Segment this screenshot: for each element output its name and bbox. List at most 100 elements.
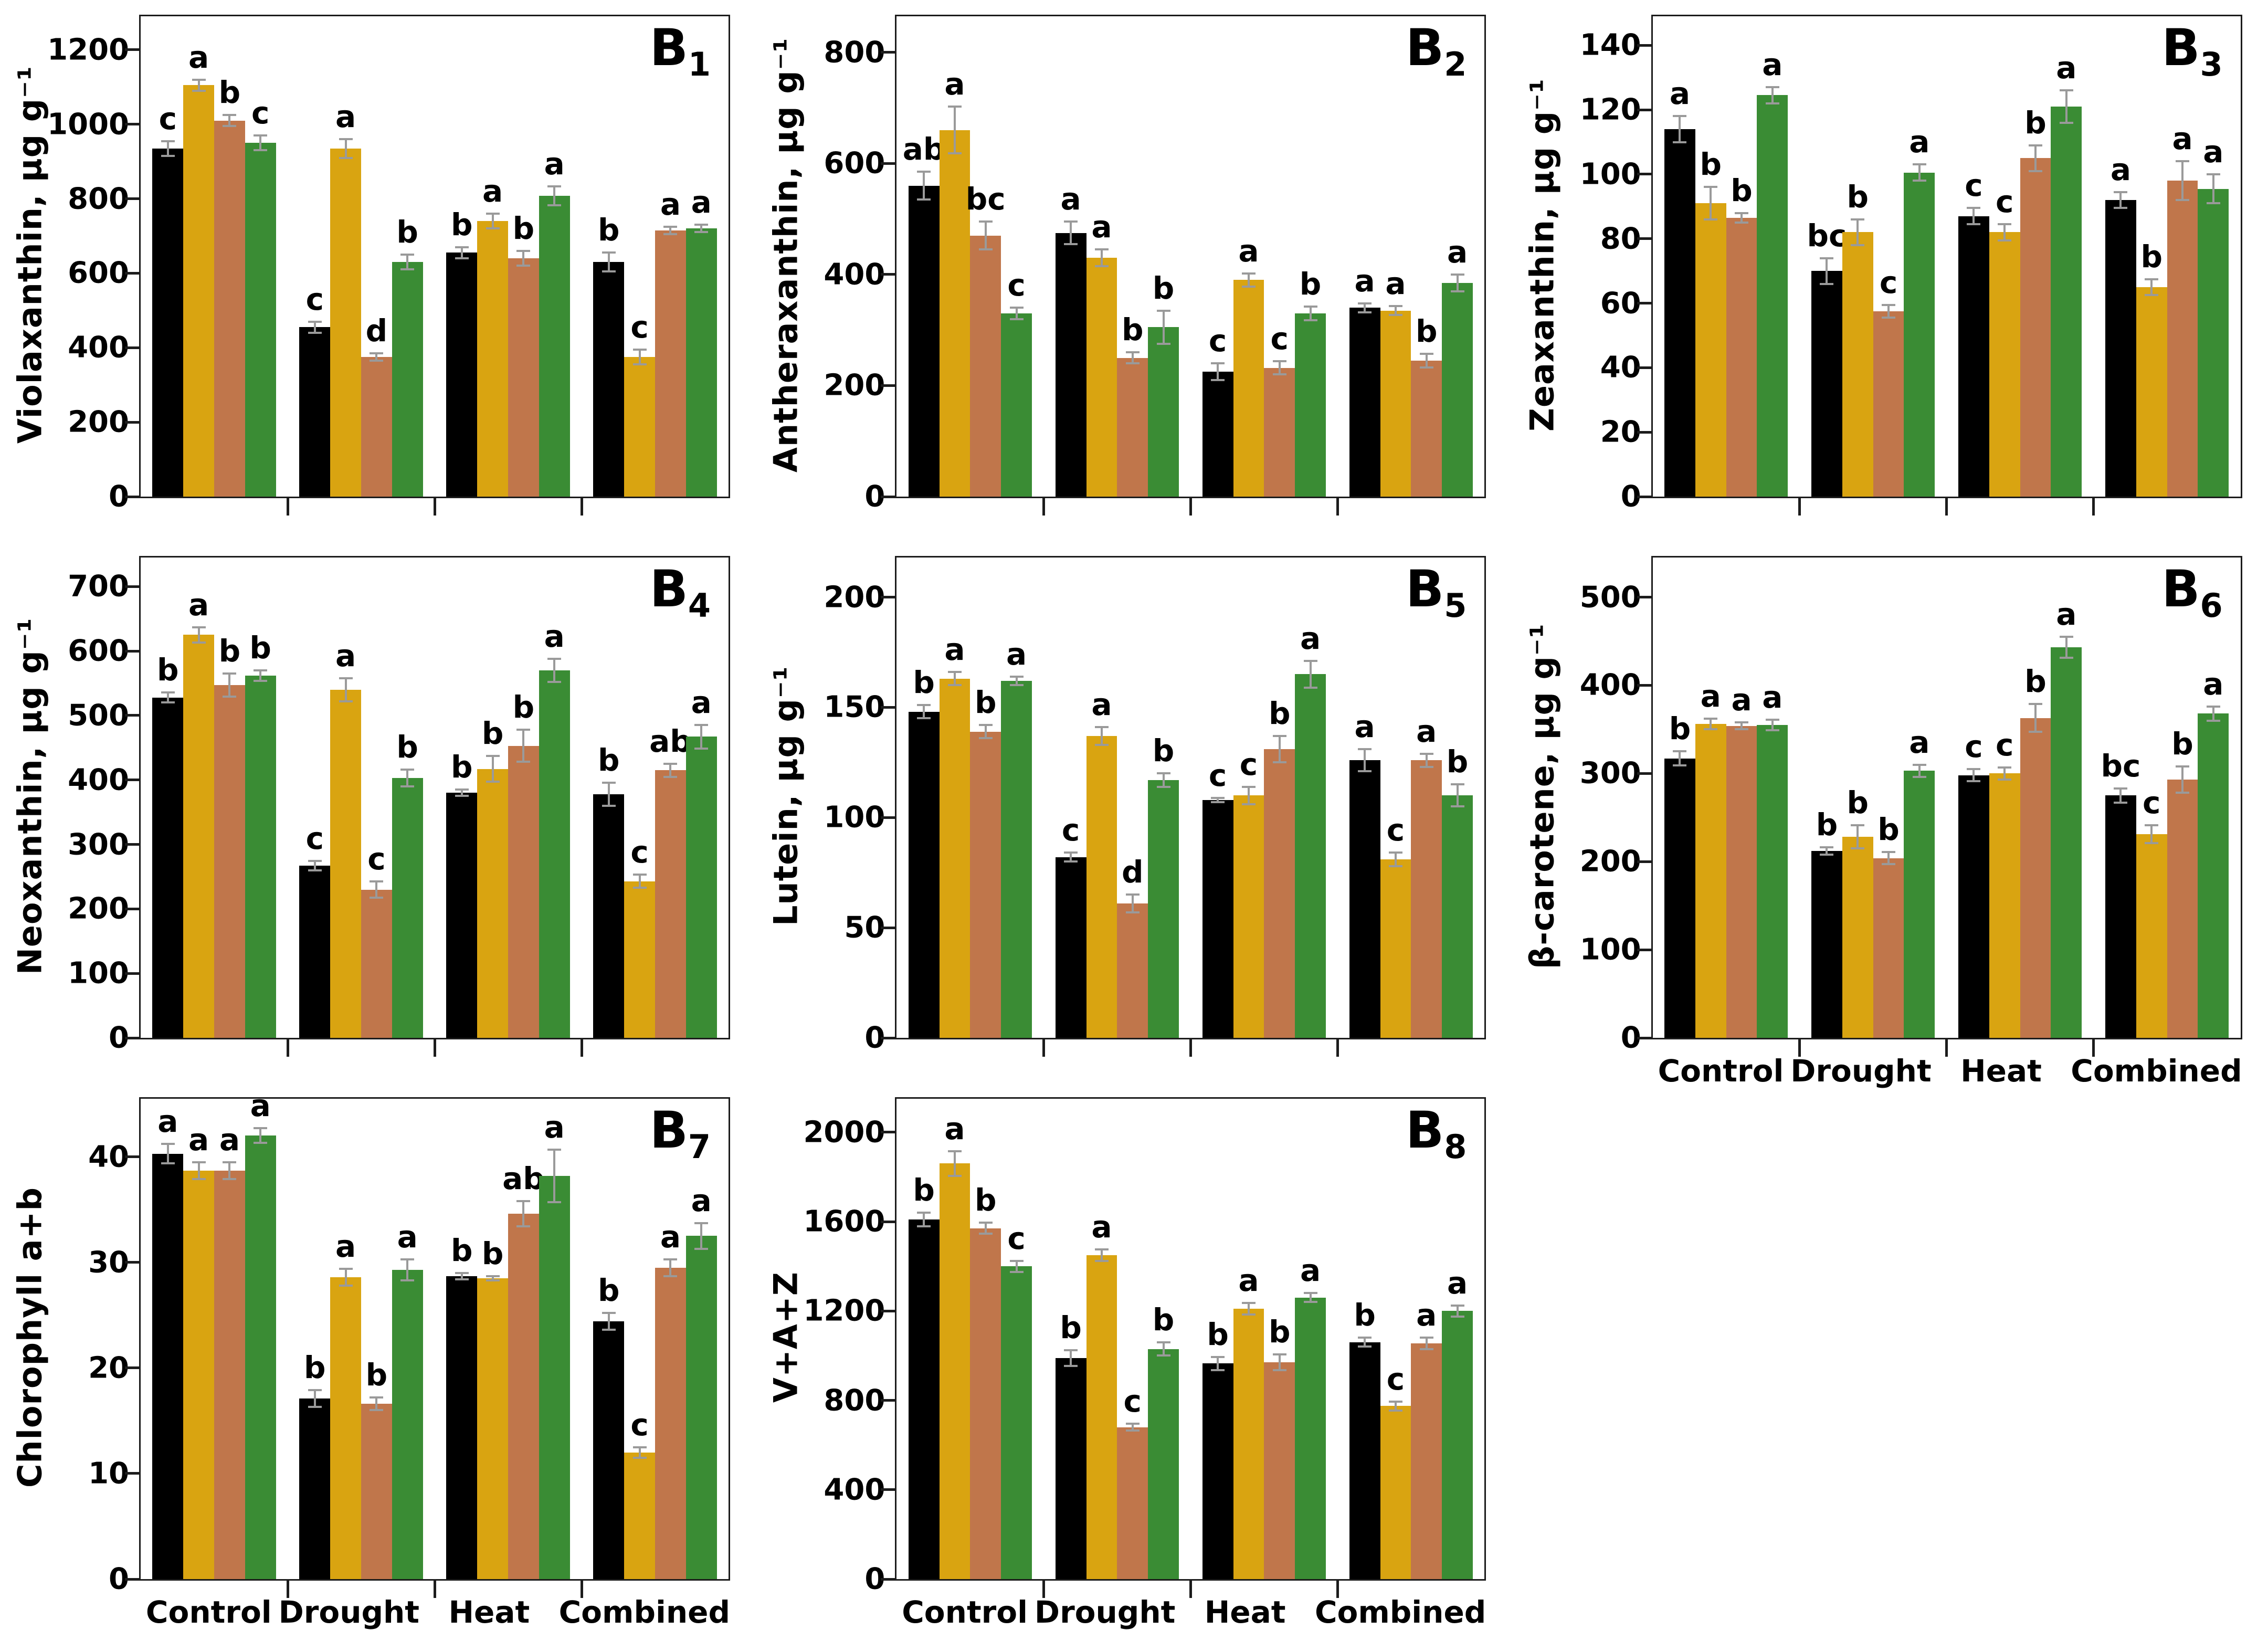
x-tick-mark [1042, 498, 1045, 516]
sig-letter: b [451, 206, 473, 243]
bar-black-combined [593, 262, 625, 497]
bar-green-combined [1442, 795, 1473, 1038]
plot-area: B8 0 400 800 1200 1600 2000 b a b c b a c b b a b a b c a a [803, 1097, 1486, 1598]
error-bar [313, 1390, 316, 1407]
error-bar [1771, 719, 1774, 731]
error-bar [1217, 363, 1219, 380]
bar-gold-combined [624, 881, 655, 1038]
y-tick-mark [125, 271, 141, 275]
x-axis-labels: Control Drought Heat Combined [139, 1594, 730, 1630]
error-bar-cap [947, 106, 962, 108]
sig-letter: ab [902, 131, 945, 167]
sig-letter: c [630, 309, 649, 345]
error-bar-cap [1094, 1248, 1109, 1251]
sig-letter: c [1996, 184, 2014, 220]
error-bar-cap [1967, 223, 1981, 226]
error-bar-cap [547, 1148, 562, 1151]
y-tick-mark [125, 714, 141, 717]
bar-gold-control [1695, 203, 1726, 497]
error-bar-cap [2114, 801, 2128, 804]
error-bar [1015, 308, 1018, 319]
error-bar [259, 1128, 262, 1143]
sig-letter: b [1415, 313, 1438, 350]
bar-gold-heat [477, 1278, 508, 1579]
bar-brown-drought [361, 357, 392, 497]
sig-letter: a [1909, 724, 1930, 760]
sig-letter: a [1447, 234, 1468, 270]
y-tick-label: 80 [1600, 222, 1641, 256]
y-axis-title: β-carotene, µg g⁻¹ [1523, 623, 1562, 969]
bar-green-drought [1904, 172, 1935, 497]
error-bar-cap [1419, 1348, 1433, 1350]
sig-letter: b [249, 629, 271, 666]
sig-letter: a [1669, 76, 1691, 112]
bar-brown-control [970, 731, 1001, 1038]
error-bar-cap [1303, 660, 1317, 662]
error-bar-cap [1094, 743, 1109, 746]
sig-letter: c [2143, 785, 2161, 821]
y-tick-label: 10 [88, 1456, 129, 1491]
sig-letter: a [335, 99, 356, 135]
y-tick-mark [125, 1261, 141, 1264]
bar-green-heat [2051, 106, 2082, 497]
error-bar-cap [1704, 718, 1718, 720]
bar-gold-control [183, 1170, 214, 1579]
error-bar-cap [1388, 1400, 1402, 1403]
bar-gold-drought [1086, 258, 1117, 497]
error-bar-cap [1735, 222, 1749, 224]
error-bar [1394, 306, 1397, 316]
y-tick-mark [1637, 173, 1653, 176]
error-bar-cap [1009, 675, 1024, 678]
error-bar [1309, 1293, 1312, 1302]
bar-green-drought [1148, 1349, 1179, 1579]
bar-green-control [1001, 313, 1032, 497]
bar-gold-drought [330, 1277, 361, 1579]
bar-green-control [245, 1135, 276, 1579]
error-bar-cap [339, 138, 353, 141]
bar-black-heat [1958, 775, 1989, 1038]
y-tick-mark [125, 197, 141, 201]
error-bar-cap [254, 669, 268, 671]
bar-green-drought [392, 778, 423, 1038]
error-bar-cap [1450, 1315, 1464, 1318]
panel-b1: Violaxanthin, µg g⁻¹ B1 0 200 400 600 800 100… [0, 0, 756, 541]
x-category-label: Drought [1034, 1594, 1176, 1630]
y-axis-title: Neoxanthin, µg g⁻¹ [10, 617, 49, 975]
error-bar-cap [1388, 1409, 1402, 1412]
sig-letter: a [1238, 1263, 1259, 1299]
error-bar-cap [632, 348, 647, 351]
y-tick-mark [881, 1036, 897, 1039]
x-category-label: Heat [1960, 1053, 2042, 1089]
error-bar [1131, 352, 1134, 364]
sig-letter: a [944, 66, 965, 102]
y-tick-label: 1600 [803, 1204, 885, 1239]
bar-brown-heat [508, 258, 539, 497]
error-bar-cap [1851, 244, 1865, 247]
error-bar-cap [1009, 318, 1024, 320]
plot-area: B5 0 50 100 150 200 b a b a c a d b c c b a a c a b [824, 556, 1486, 1057]
error-bar [700, 225, 703, 233]
error-bar [1131, 1424, 1134, 1431]
error-bar-cap [1009, 1259, 1024, 1262]
error-bar-cap [192, 642, 206, 644]
error-bar-cap [978, 737, 993, 740]
error-bar-cap [1358, 770, 1372, 773]
y-tick-mark [125, 123, 141, 126]
error-bar-cap [254, 149, 268, 152]
error-bar-cap [2059, 121, 2073, 124]
error-bar [984, 222, 987, 250]
sig-letter: c [159, 100, 177, 136]
bar-brown-heat [1264, 749, 1295, 1038]
error-bar [1247, 786, 1250, 805]
error-bar [259, 135, 262, 151]
bar-gold-drought [1842, 837, 1873, 1038]
error-bar-cap [917, 198, 931, 201]
sig-letter: a [1385, 266, 1406, 302]
y-tick-mark [1637, 948, 1653, 951]
y-tick-label: 200 [824, 368, 885, 403]
error-bar-cap [663, 1258, 678, 1260]
error-bar-cap [1851, 218, 1865, 220]
sig-letter: a [1731, 681, 1752, 718]
sig-letter: a [397, 1218, 418, 1255]
